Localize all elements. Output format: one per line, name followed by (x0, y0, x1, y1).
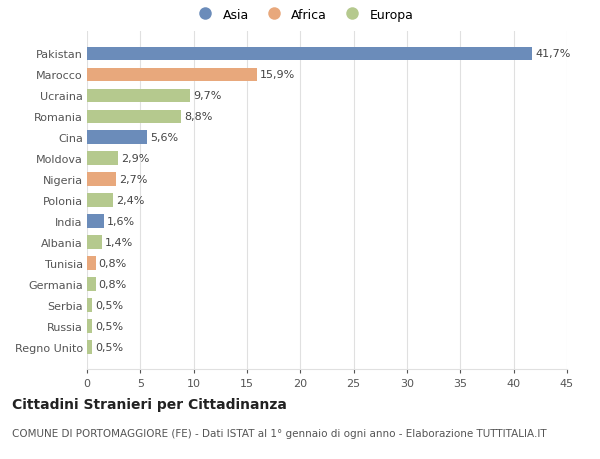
Text: 2,7%: 2,7% (119, 175, 148, 185)
Bar (87, 341, 92, 354)
Text: 5,6%: 5,6% (150, 133, 178, 143)
Bar (87, 47, 532, 61)
Bar (87, 236, 102, 250)
Text: 0,5%: 0,5% (95, 301, 124, 310)
Bar (87, 110, 181, 124)
Text: 1,4%: 1,4% (105, 238, 133, 248)
Text: 0,5%: 0,5% (95, 321, 124, 331)
Text: 9,7%: 9,7% (194, 91, 222, 101)
Bar (87, 68, 257, 82)
Bar (87, 215, 104, 229)
Text: 0,5%: 0,5% (95, 342, 124, 353)
Bar (87, 257, 95, 270)
Text: Cittadini Stranieri per Cittadinanza: Cittadini Stranieri per Cittadinanza (12, 397, 287, 411)
Bar (87, 319, 92, 333)
Bar (87, 173, 116, 187)
Bar (87, 299, 92, 312)
Text: 0,8%: 0,8% (99, 280, 127, 290)
Text: 15,9%: 15,9% (260, 70, 295, 80)
Text: COMUNE DI PORTOMAGGIORE (FE) - Dati ISTAT al 1° gennaio di ogni anno - Elaborazi: COMUNE DI PORTOMAGGIORE (FE) - Dati ISTA… (12, 428, 547, 438)
Text: 0,8%: 0,8% (99, 258, 127, 269)
Legend: Asia, Africa, Europa: Asia, Africa, Europa (190, 6, 416, 24)
Text: 1,6%: 1,6% (107, 217, 136, 227)
Bar (87, 152, 118, 166)
Text: 8,8%: 8,8% (184, 112, 212, 122)
Bar (87, 278, 95, 291)
Bar (87, 194, 113, 207)
Bar (87, 90, 190, 103)
Text: 2,9%: 2,9% (121, 154, 149, 164)
Bar (87, 131, 147, 145)
Text: 2,4%: 2,4% (116, 196, 144, 206)
Text: 41,7%: 41,7% (535, 49, 571, 59)
